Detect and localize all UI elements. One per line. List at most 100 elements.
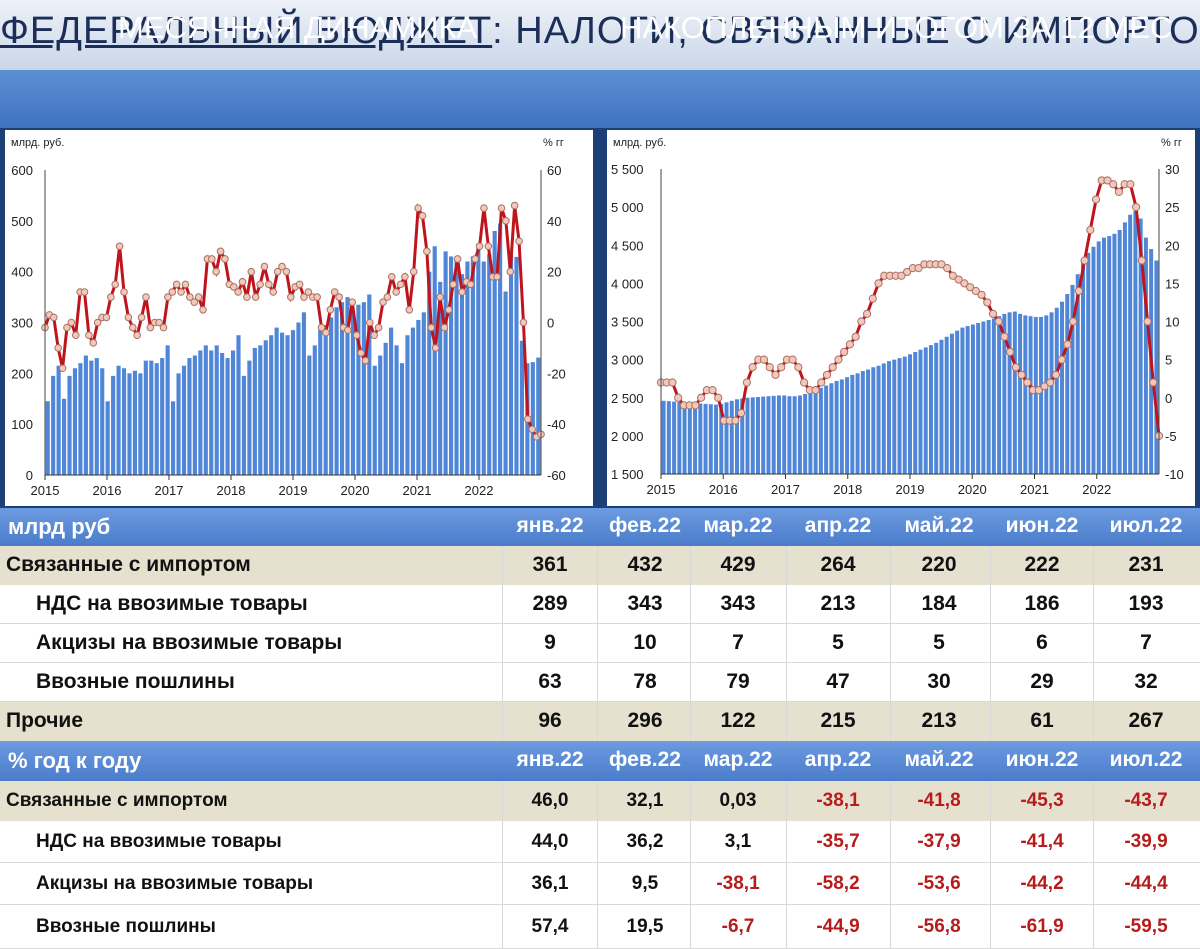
cumulative-yoy-point (834, 355, 843, 364)
table-cell: -44,9 (816, 915, 860, 937)
table-row: НДС на ввозимые товары 289 343 343 213 184 186… (0, 585, 1200, 624)
cumulative-y2-tick: -10 (1165, 467, 1184, 482)
column-divider (597, 624, 598, 663)
cumulative-y2-tick: 15 (1165, 276, 1179, 291)
table-cell: 57,4 (531, 915, 569, 937)
column-divider (990, 624, 991, 663)
monthly-bar (116, 365, 121, 475)
cumulative-bar (735, 399, 740, 474)
monthly-yoy-point (216, 247, 225, 256)
cumulative-bar (860, 371, 865, 474)
table-cell: 7 (1140, 631, 1152, 654)
monthly-y2-tick: 20 (547, 265, 561, 280)
monthly-yoy-point (186, 293, 194, 301)
monthly-yoy-point (111, 280, 120, 289)
monthly-bar (530, 362, 535, 475)
cumulative-bar (1054, 307, 1059, 474)
cumulative-yoy-point (840, 347, 849, 357)
row-label: НДС на ввозимые товары (36, 592, 308, 615)
cumulative-yoy-point (1149, 378, 1158, 387)
cumulative-yoy-point (708, 386, 717, 395)
monthly-yoy-point (304, 288, 313, 296)
monthly-bar (421, 312, 426, 475)
monthly-bar (94, 358, 99, 475)
cumulative-yoy-point (903, 267, 912, 277)
month-header: янв.22 (516, 514, 584, 537)
monthly-bar (192, 355, 197, 475)
cumulative-bar (661, 400, 666, 474)
table-cell: -43,7 (1124, 789, 1168, 811)
monthly-yoy-point (168, 288, 177, 296)
monthly-yoy-point (405, 305, 414, 314)
monthly-x-tick: 2020 (341, 483, 370, 498)
cumulative-yoy-point (731, 416, 740, 425)
cumulative-bar (714, 404, 719, 474)
cumulative-bar (808, 391, 813, 474)
monthly-yoy-point (58, 364, 67, 373)
cumulative-yoy-point (1086, 225, 1095, 235)
cumulative-x-tick: 2017 (771, 482, 800, 497)
column-divider (597, 781, 598, 821)
monthly-yoy-point (287, 293, 295, 301)
monthly-bar (487, 253, 492, 475)
cumulative-y2-tick: 10 (1165, 315, 1179, 330)
table-cell: 36,1 (531, 872, 569, 894)
cumulative-bar (1002, 313, 1007, 474)
monthly-y-tick: 100 (11, 417, 33, 432)
column-divider (690, 663, 691, 702)
cumulative-bar (949, 333, 954, 474)
table-cell: 213 (921, 709, 957, 732)
monthly-yoy-point (379, 298, 387, 306)
monthly-yoy-point (49, 313, 58, 322)
column-divider (690, 702, 691, 741)
column-divider (786, 821, 787, 863)
monthly-x-tick: 2021 (403, 483, 432, 498)
monthly-bar (323, 325, 328, 475)
monthly-yoy-point (370, 331, 379, 340)
monthly-ylabel: млрд. руб. (11, 137, 64, 149)
cumulative-yoy-point (1040, 382, 1049, 391)
row-label: Акцизы на ввозимые товары (36, 872, 314, 894)
monthly-yoy-point (89, 339, 98, 347)
cumulative-bar (677, 401, 682, 474)
cumulative-x-tick: 2022 (1082, 482, 1111, 497)
column-divider (990, 585, 991, 624)
monthly-yoy-point (146, 323, 155, 332)
cumulative-bar (1018, 313, 1023, 474)
table-row: Ввозные пошлины 63 78 79 47 30 29 32 (0, 663, 1200, 702)
monthly-yoy-point (155, 318, 163, 327)
cumulative-bar (839, 379, 844, 474)
monthly-yoy-point (194, 293, 203, 301)
cumulative-bar (1028, 316, 1033, 474)
cumulative-x-tick: 2020 (958, 482, 987, 497)
cumulative-yoy-point (897, 271, 906, 280)
monthly-yoy-point (159, 323, 168, 332)
monthly-bar (132, 370, 138, 475)
monthly-bar (263, 340, 268, 475)
monthly-y-tick: 200 (11, 366, 33, 381)
cumulative-yoy-point (851, 332, 860, 341)
monthly-y2-tick: 0 (547, 316, 554, 331)
monthly-yoy-point (471, 255, 479, 263)
cumulative-yoy-point (862, 309, 872, 318)
cumulative-y-tick: 4 000 (611, 276, 644, 291)
monthly-yoy-point (212, 267, 220, 276)
cumulative-y2-tick: 5 (1165, 353, 1172, 368)
cumulative-bar (1044, 315, 1049, 474)
cumulative-bar (745, 397, 750, 474)
table-cell: 29 (1030, 670, 1054, 693)
month-header: апр.22 (804, 748, 872, 771)
table-cell: 289 (532, 592, 568, 615)
monthly-bar (465, 261, 470, 475)
column-divider (1093, 863, 1094, 905)
month-header: фев.22 (609, 514, 681, 537)
cumulative-yoy-point (1051, 370, 1061, 379)
column-divider (597, 863, 598, 905)
cumulative-bar (887, 361, 892, 474)
monthly-yoy-point (519, 318, 528, 327)
month-header: июл.22 (1109, 748, 1183, 771)
cumulative-bar (955, 330, 960, 474)
monthly-y2-tick: 40 (547, 214, 561, 229)
monthly-yoy-point (330, 288, 339, 296)
column-divider (690, 585, 691, 624)
